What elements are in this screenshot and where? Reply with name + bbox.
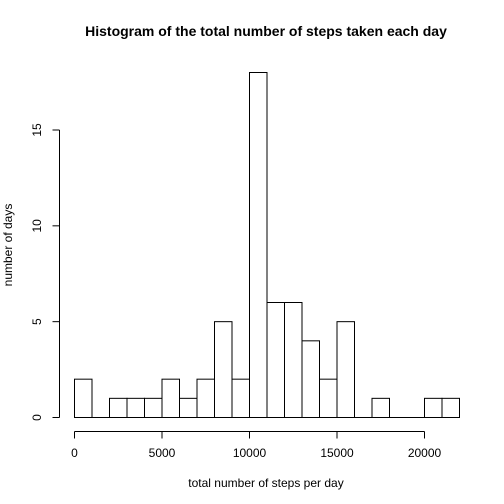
- histogram-bar: [196, 378, 215, 418]
- histogram-bar: [301, 340, 320, 419]
- histogram-bar: [179, 397, 198, 419]
- x-tick-label: 20000: [408, 446, 442, 460]
- histogram-bar: [441, 397, 460, 419]
- histogram-bar: [284, 302, 303, 418]
- x-axis-label: total number of steps per day: [188, 476, 343, 490]
- y-tick-label: 0: [30, 414, 44, 421]
- histogram-bar: [126, 397, 145, 419]
- histogram-bar: [161, 378, 180, 418]
- x-tick-label: 15000: [320, 446, 354, 460]
- x-axis: 0 5000 10000 15000 20000: [71, 431, 442, 460]
- y-axis-label: number of days: [1, 204, 15, 287]
- chart-title: Histogram of the total number of steps t…: [85, 23, 447, 39]
- histogram-bar: [109, 397, 128, 419]
- histogram-bar: [249, 72, 268, 418]
- y-axis: 0 5 10 15: [30, 123, 60, 421]
- histogram-bar: [214, 321, 233, 418]
- histogram-bar: [266, 302, 285, 418]
- x-tick-label: 0: [71, 446, 78, 460]
- x-tick-label: 5000: [149, 446, 176, 460]
- y-tick-label: 10: [30, 219, 44, 233]
- x-tick-label: 10000: [233, 446, 267, 460]
- histogram-bar: [319, 378, 338, 418]
- y-tick-label: 5: [30, 318, 44, 325]
- histogram-bar: [371, 397, 390, 419]
- histogram-bar: [144, 397, 163, 419]
- histogram-bar: [336, 321, 355, 418]
- histogram-bar: [74, 378, 93, 418]
- histogram-bar: [231, 378, 250, 418]
- bars-layer: [74, 72, 460, 419]
- histogram-bar: [424, 397, 443, 419]
- y-tick-label: 15: [30, 123, 44, 137]
